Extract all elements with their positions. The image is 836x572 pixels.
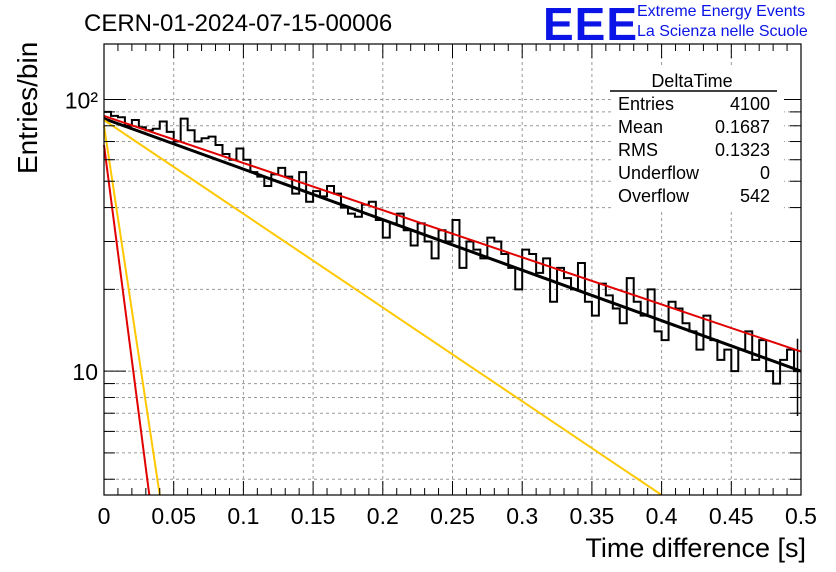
x-tick-label: 0.05 [151, 503, 196, 529]
fit-lines-layer [103, 114, 802, 496]
x-tick-label: 0.5 [785, 503, 817, 529]
stats-row-value: 542 [740, 186, 770, 206]
stats-row-label: Overflow [618, 186, 690, 206]
stats-row-label: Underflow [618, 163, 700, 183]
fit-line-total [103, 117, 802, 373]
tick-labels: 0 0.05 0.1 0.15 0.2 0.25 0.3 0.35 0.4 0.45 0.5 10 10… [65, 87, 817, 529]
x-tick-label: 0.3 [506, 503, 538, 529]
chart-title: CERN-01-2024-07-15-00006 [84, 10, 393, 37]
stats-box: DeltaTime Entries 4100 Mean 0.1687 RMS 0.1323… [610, 68, 784, 210]
x-tick-label: 0.15 [291, 503, 336, 529]
x-tick-label: 0.45 [709, 503, 754, 529]
x-tick-label: 0.2 [367, 503, 399, 529]
fit-line-fast-component-2 [103, 125, 161, 496]
x-tick-label: 0 [98, 503, 111, 529]
y-tick-label: 10 [72, 359, 98, 385]
stats-row-value: 0 [760, 163, 770, 183]
stats-row-value: 0.1323 [715, 140, 770, 160]
y-tick-label: 10² [65, 87, 99, 113]
fit-line-fast-component-1 [103, 144, 151, 496]
axis-ticks [103, 44, 802, 495]
stats-row-label: Mean [618, 117, 663, 137]
x-tick-label: 0.35 [570, 503, 615, 529]
histogram-steps [104, 110, 801, 385]
x-tick-label: 0.1 [227, 503, 259, 529]
fit-line-slow-component [103, 119, 663, 496]
stats-row-value: 0.1687 [715, 117, 770, 137]
logo-subtitle-line1: Extreme Energy Events [637, 3, 806, 20]
stats-row-label: Entries [618, 94, 674, 114]
stats-row-label: RMS [618, 140, 658, 160]
x-tick-label: 0.25 [430, 503, 475, 529]
fit-line-upper [103, 114, 802, 353]
logo-subtitle-line2: La Scienza nelle Scuole [637, 23, 808, 40]
x-axis-label: Time difference [s] [585, 533, 806, 563]
histogram-layer [104, 110, 801, 416]
stats-row-value: 4100 [730, 94, 770, 114]
grid-layer [104, 44, 801, 495]
eee-logo: EEE [543, 0, 639, 50]
stats-box-title: DeltaTime [651, 71, 732, 91]
y-axis-label: Entries/bin [12, 41, 43, 174]
x-tick-label: 0.4 [646, 503, 678, 529]
